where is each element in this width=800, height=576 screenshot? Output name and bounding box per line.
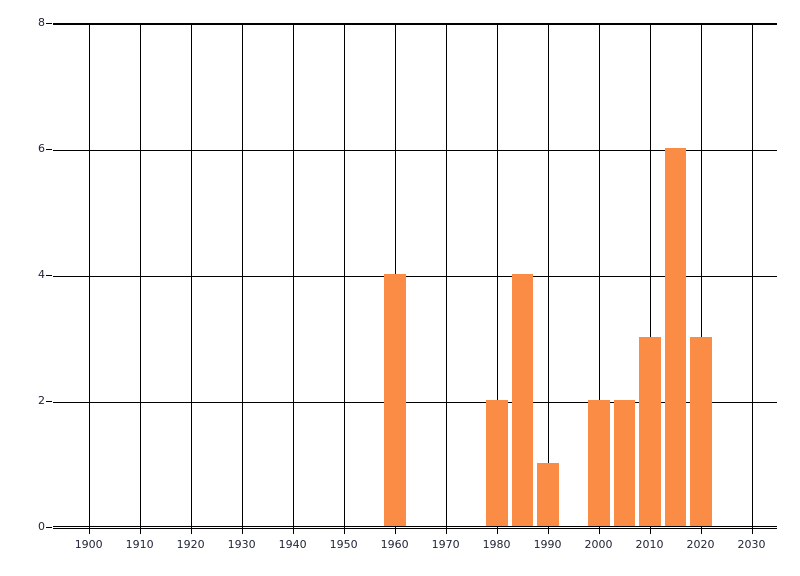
gridline-vertical bbox=[751, 24, 753, 526]
x-axis-tick-mark bbox=[649, 527, 651, 534]
y-axis-tick-mark bbox=[46, 149, 52, 150]
bar bbox=[486, 400, 508, 526]
y-axis-tick-label: 0 bbox=[38, 520, 45, 533]
bar bbox=[588, 400, 610, 526]
x-axis-tick-label: 1940 bbox=[278, 538, 307, 551]
x-axis-tick-label: 1960 bbox=[380, 538, 409, 551]
x-axis-tick-mark bbox=[292, 527, 294, 534]
x-axis-tick-label: 2000 bbox=[584, 538, 613, 551]
gridline-horizontal bbox=[53, 150, 777, 151]
gridline-vertical bbox=[343, 24, 345, 526]
x-axis-tick-label: 1980 bbox=[482, 538, 511, 551]
x-axis-tick-mark bbox=[190, 527, 192, 534]
x-axis-tick-label: 1950 bbox=[329, 538, 358, 551]
gridline-vertical bbox=[700, 24, 702, 526]
x-axis-tick-mark bbox=[547, 527, 549, 534]
bar bbox=[639, 337, 661, 526]
bar bbox=[664, 148, 687, 526]
y-axis-tick-mark bbox=[46, 527, 52, 528]
bar bbox=[511, 274, 534, 526]
y-axis-tick-mark bbox=[46, 275, 52, 276]
x-axis-tick-mark bbox=[139, 527, 141, 534]
plot-area bbox=[53, 23, 777, 529]
x-axis-tick-mark bbox=[700, 527, 702, 534]
gridline-horizontal bbox=[53, 528, 777, 529]
bar bbox=[537, 463, 559, 526]
y-axis-tick-label: 8 bbox=[38, 16, 45, 29]
x-axis-tick-label: 1900 bbox=[74, 538, 103, 551]
x-axis-tick-mark bbox=[445, 527, 447, 534]
bar bbox=[690, 337, 712, 526]
gridline-vertical bbox=[88, 24, 90, 526]
y-axis-tick-mark bbox=[46, 401, 52, 402]
x-axis-tick-mark bbox=[598, 527, 600, 534]
y-axis-tick-label: 4 bbox=[38, 268, 45, 281]
gridline-vertical bbox=[445, 24, 447, 526]
x-axis-tick-label: 2030 bbox=[737, 538, 766, 551]
gridline-vertical bbox=[547, 24, 549, 526]
x-axis-tick-label: 2020 bbox=[686, 538, 715, 551]
x-axis-tick-mark bbox=[241, 527, 243, 534]
y-axis-labels: 0 2 4 6 8 bbox=[0, 0, 45, 576]
bars-layer bbox=[53, 24, 777, 526]
gridline-vertical bbox=[241, 24, 243, 526]
x-axis-tick-label: 1990 bbox=[533, 538, 562, 551]
gridline-horizontal bbox=[53, 24, 777, 25]
x-axis-tick-label: 1930 bbox=[227, 538, 256, 551]
x-axis-tick-label: 2010 bbox=[635, 538, 664, 551]
x-axis-tick-label: 1970 bbox=[431, 538, 460, 551]
y-axis-tick-mark bbox=[46, 23, 52, 24]
bar bbox=[384, 274, 406, 526]
gridline-vertical bbox=[190, 24, 192, 526]
gridline-vertical bbox=[292, 24, 294, 526]
gridline-vertical bbox=[496, 24, 498, 526]
y-axis-tick-label: 6 bbox=[38, 142, 45, 155]
gridline-vertical bbox=[139, 24, 141, 526]
y-axis-tick-label: 2 bbox=[38, 394, 45, 407]
x-axis-tick-mark bbox=[343, 527, 345, 534]
bar bbox=[613, 400, 636, 526]
x-axis-tick-mark bbox=[88, 527, 90, 534]
x-axis-tick-mark bbox=[751, 527, 753, 534]
gridline-horizontal bbox=[53, 276, 777, 277]
x-axis-tick-label: 1910 bbox=[125, 538, 154, 551]
x-axis-tick-label: 1920 bbox=[176, 538, 205, 551]
gridline-vertical bbox=[598, 24, 600, 526]
gridline-horizontal bbox=[53, 402, 777, 403]
x-axis-tick-mark bbox=[496, 527, 498, 534]
x-axis-tick-mark bbox=[394, 527, 396, 534]
gridline-vertical bbox=[649, 24, 651, 526]
